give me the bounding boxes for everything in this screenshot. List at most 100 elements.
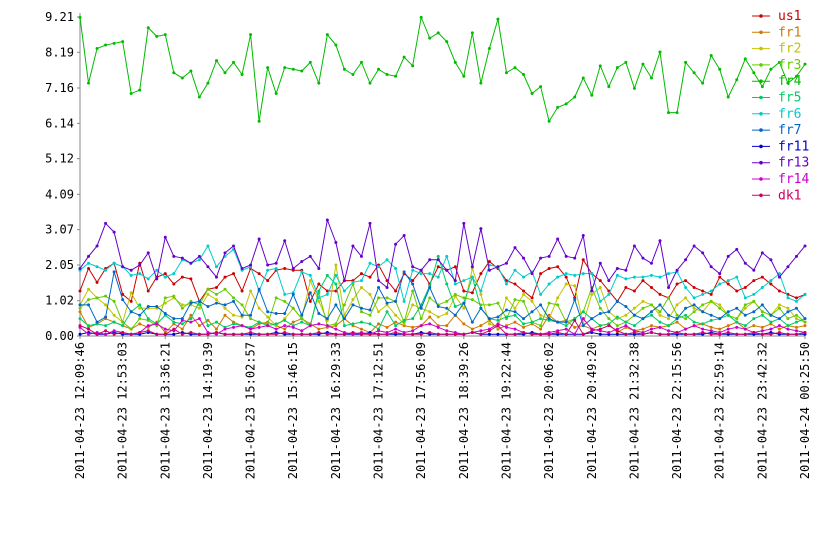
point xyxy=(385,296,389,300)
point xyxy=(649,303,653,307)
point xyxy=(428,286,432,290)
point xyxy=(206,81,210,85)
point xyxy=(726,95,730,99)
point xyxy=(291,306,295,310)
x-tick-label: 2011-04-23 15:46:15 xyxy=(286,342,300,479)
point xyxy=(479,272,483,276)
point xyxy=(487,268,491,272)
point xyxy=(607,317,611,321)
point xyxy=(419,268,423,272)
point xyxy=(453,305,457,309)
x-tick-label: 2011-04-24 00:25:50 xyxy=(798,342,812,479)
point xyxy=(436,265,440,269)
point xyxy=(479,227,483,231)
point xyxy=(607,279,611,283)
point xyxy=(479,329,483,333)
point xyxy=(649,331,653,335)
point xyxy=(590,292,594,296)
point xyxy=(428,315,432,319)
point xyxy=(206,318,210,322)
point xyxy=(325,33,329,37)
point xyxy=(121,265,125,269)
point xyxy=(214,301,218,305)
point xyxy=(675,320,679,324)
point xyxy=(701,303,705,307)
point xyxy=(266,310,270,314)
point xyxy=(658,310,662,314)
point xyxy=(556,320,560,324)
point xyxy=(163,272,167,276)
point xyxy=(189,331,193,335)
point xyxy=(428,258,432,262)
point xyxy=(632,86,636,90)
point xyxy=(624,286,628,290)
point xyxy=(564,102,568,106)
point xyxy=(615,273,619,277)
point xyxy=(658,313,662,317)
point xyxy=(735,78,739,82)
point xyxy=(291,292,295,296)
point xyxy=(351,244,355,248)
point xyxy=(436,275,440,279)
point xyxy=(718,303,722,307)
point xyxy=(803,62,807,66)
point xyxy=(598,286,602,290)
point xyxy=(342,317,346,321)
point xyxy=(411,303,415,307)
point xyxy=(368,332,372,336)
point xyxy=(325,273,329,277)
point xyxy=(172,254,176,258)
point xyxy=(539,324,543,328)
x-tick-label: 2011-04-23 17:56:09 xyxy=(414,342,428,479)
point xyxy=(547,317,551,321)
point xyxy=(760,313,764,317)
point xyxy=(359,310,363,314)
point xyxy=(87,261,91,265)
point xyxy=(470,275,474,279)
point xyxy=(667,313,671,317)
point xyxy=(752,331,756,335)
point xyxy=(803,331,807,335)
point xyxy=(632,306,636,310)
point xyxy=(445,332,449,336)
point xyxy=(479,81,483,85)
point xyxy=(87,298,91,302)
point xyxy=(266,324,270,328)
point xyxy=(197,332,201,336)
point xyxy=(487,322,491,326)
point xyxy=(368,261,372,265)
point xyxy=(317,296,321,300)
point xyxy=(78,303,82,307)
point xyxy=(530,310,534,314)
point xyxy=(769,279,773,283)
point xyxy=(794,317,798,321)
point xyxy=(377,67,381,71)
point xyxy=(146,305,150,309)
legend-label: us1 xyxy=(778,9,801,24)
y-tick-label: 5.12 xyxy=(45,152,74,166)
point xyxy=(419,15,423,19)
point xyxy=(172,327,176,331)
x-tick-label: 2011-04-23 15:02:57 xyxy=(244,342,258,479)
point xyxy=(138,313,142,317)
point xyxy=(752,292,756,296)
point xyxy=(607,331,611,335)
point xyxy=(411,289,415,293)
point xyxy=(598,299,602,303)
point xyxy=(121,324,125,328)
x-tick-label: 2011-04-23 22:15:56 xyxy=(670,342,684,479)
point xyxy=(428,322,432,326)
point xyxy=(189,277,193,281)
point xyxy=(649,76,653,80)
point xyxy=(138,331,142,335)
point xyxy=(709,265,713,269)
point xyxy=(777,306,781,310)
point xyxy=(743,261,747,265)
point xyxy=(172,332,176,336)
point xyxy=(377,296,381,300)
point xyxy=(573,298,577,302)
point xyxy=(701,251,705,255)
point xyxy=(667,324,671,328)
point xyxy=(462,74,466,78)
point xyxy=(377,322,381,326)
